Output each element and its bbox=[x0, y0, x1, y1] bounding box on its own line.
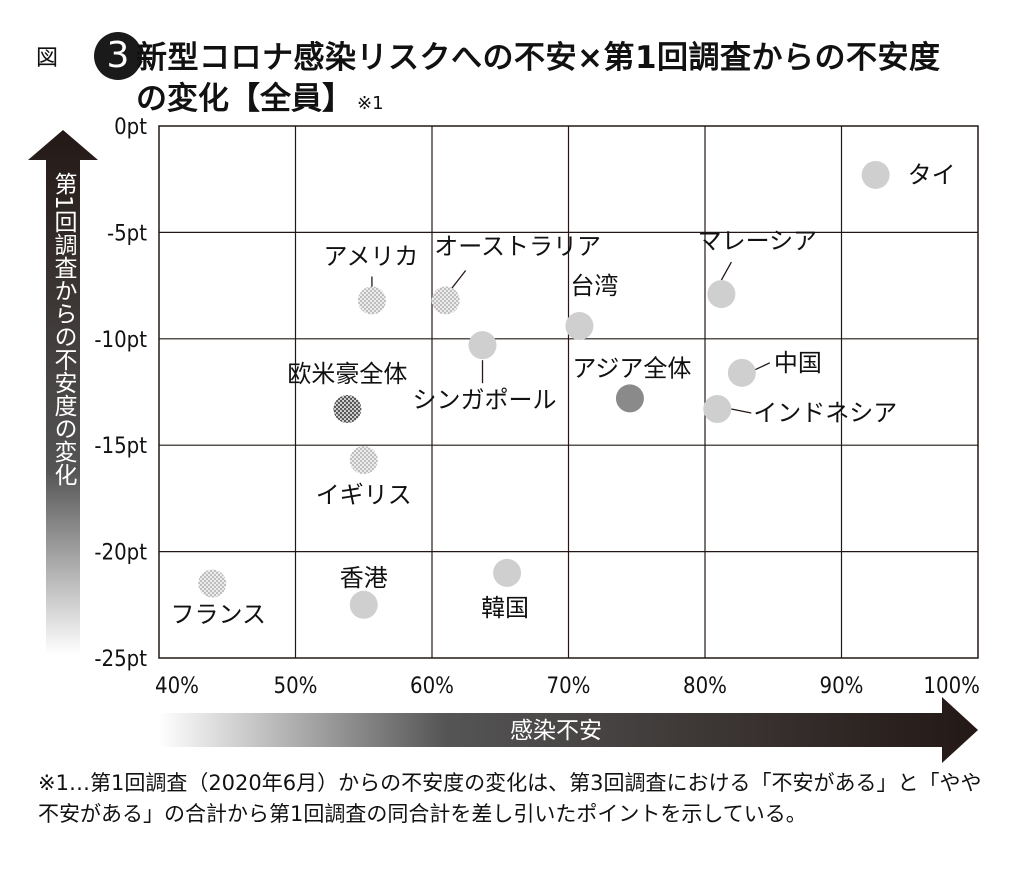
y-tick-label: -15pt bbox=[94, 434, 147, 459]
data-point bbox=[707, 280, 736, 309]
label-leader-line bbox=[754, 362, 771, 371]
y-tick-label: 0pt bbox=[114, 115, 147, 140]
data-point bbox=[703, 395, 732, 424]
point-label: フランス bbox=[170, 601, 266, 629]
point-label: イギリス bbox=[316, 481, 412, 509]
y-axis-arrow: 第1回調査からの不安度の変化 bbox=[28, 130, 98, 655]
label-leaders bbox=[371, 261, 771, 414]
point-label: マレーシア bbox=[698, 227, 818, 255]
data-point bbox=[349, 446, 378, 475]
data-point bbox=[493, 558, 522, 587]
data-points bbox=[198, 160, 890, 619]
figure-label: 図 bbox=[36, 46, 59, 71]
data-point bbox=[615, 384, 644, 413]
data-point bbox=[861, 160, 890, 189]
label-leader-line bbox=[720, 261, 732, 281]
x-tick-label: 80% bbox=[683, 674, 727, 699]
y-tick-label: -25pt bbox=[94, 647, 147, 672]
chart-header: 図 3 新型コロナ感染リスクへの不安×第1回調査からの不安度 の変化【全員】 ※1 bbox=[28, 26, 1018, 118]
data-point bbox=[468, 331, 497, 360]
x-axis-arrow: 感染不安 bbox=[158, 697, 978, 763]
chart-title-line1: 新型コロナ感染リスクへの不安×第1回調査からの不安度 bbox=[136, 40, 941, 76]
x-tick-label: 40% bbox=[155, 674, 199, 699]
data-point bbox=[357, 286, 386, 315]
x-tick-label: 50% bbox=[274, 674, 318, 699]
y-tick-label: -20pt bbox=[94, 541, 147, 566]
y-tick-label: -10pt bbox=[94, 328, 147, 353]
x-tick-label: 100% bbox=[923, 674, 980, 699]
data-point bbox=[198, 569, 227, 598]
point-label: インドネシア bbox=[753, 399, 897, 427]
point-label: 欧米豪全体 bbox=[287, 360, 407, 388]
point-label: 香港 bbox=[340, 564, 388, 592]
plot-grid bbox=[158, 125, 979, 659]
y-axis-label: 第1回調査からの不安度の変化 bbox=[50, 172, 78, 486]
x-tick-label: 60% bbox=[410, 674, 454, 699]
figure-number-badge: 3 bbox=[94, 32, 142, 80]
data-point bbox=[727, 358, 756, 387]
data-point bbox=[565, 312, 594, 341]
label-leader-line bbox=[451, 270, 467, 289]
point-label: 中国 bbox=[774, 349, 822, 377]
chart-title-line2-text: の変化【全員】 bbox=[136, 81, 353, 117]
point-label: タイ bbox=[908, 161, 956, 189]
y-tick-label: -5pt bbox=[107, 221, 147, 246]
data-point bbox=[431, 286, 460, 315]
footnote: ※1…第1回調査（2020年6月）からの不安度の変化は、第3回調査における「不安… bbox=[38, 771, 982, 826]
x-tick-label: 90% bbox=[820, 674, 864, 699]
label-leader-line bbox=[731, 408, 752, 414]
data-point bbox=[349, 590, 378, 619]
point-label: アメリカ bbox=[324, 242, 419, 270]
chart-title-line2: の変化【全員】 ※1 bbox=[136, 73, 384, 118]
x-axis-label: 感染不安 bbox=[510, 718, 602, 744]
point-label: オーストラリア bbox=[434, 232, 601, 260]
point-label: シンガポール bbox=[413, 386, 557, 414]
point-label: 韓国 bbox=[481, 594, 529, 622]
data-point bbox=[333, 395, 362, 424]
axis-ticks: 40% 50% 60% 70% 80% 90% 100% 0pt -5pt -10pt -15pt -… bbox=[94, 115, 980, 699]
point-label: 台湾 bbox=[570, 272, 618, 300]
point-label: アジア全体 bbox=[572, 354, 691, 382]
x-tick-label: 70% bbox=[547, 674, 591, 699]
title-note: ※1 bbox=[357, 93, 384, 114]
